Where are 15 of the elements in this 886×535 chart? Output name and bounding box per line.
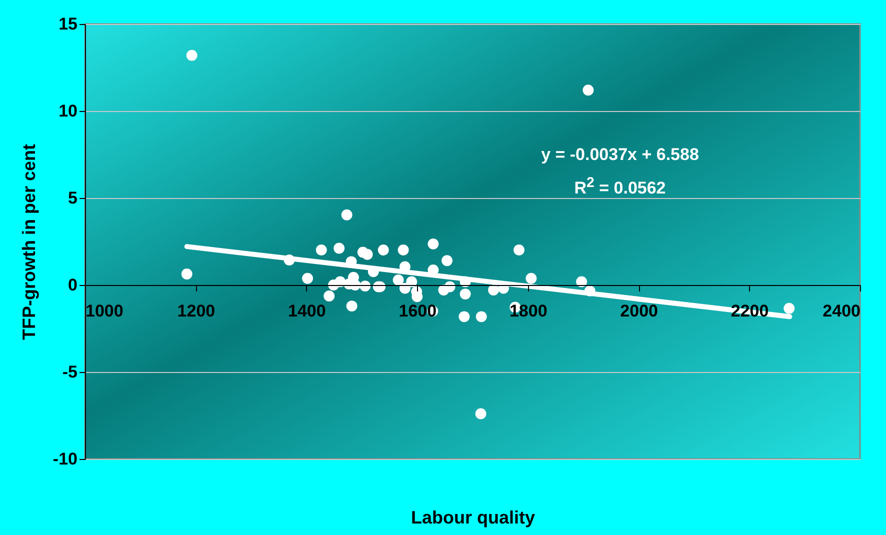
x-tick-label: 2000	[620, 302, 658, 320]
x-tick-label: 1000	[86, 302, 124, 320]
y-tick-label: -10	[52, 450, 78, 468]
y-tick-label: 10	[58, 102, 78, 120]
x-tick-label: 1800	[509, 302, 548, 320]
x-axis-title: Labour quality	[410, 508, 536, 528]
annotation: y = -0.0037x + 6.588	[540, 144, 700, 166]
y-tick-label: 0	[68, 276, 78, 294]
x-tick-label: 1200	[177, 302, 216, 320]
y-axis-title: TFP-growth in per cent	[18, 144, 39, 340]
x-tick-label: 1400	[288, 302, 326, 320]
y-tick-label: 15	[58, 14, 78, 34]
annotation: R$^{2}$ = 0.0562	[573, 174, 667, 200]
y-tick-label: -5	[62, 362, 78, 382]
y-tick-label: 5	[68, 188, 78, 208]
